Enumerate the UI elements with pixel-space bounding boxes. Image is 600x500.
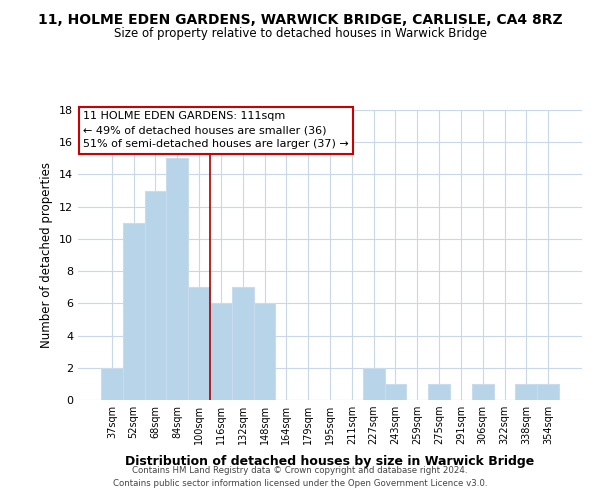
Bar [101, 368, 123, 400]
X-axis label: Distribution of detached houses by size in Warwick Bridge: Distribution of detached houses by size … [125, 456, 535, 468]
Y-axis label: Number of detached properties: Number of detached properties [40, 162, 53, 348]
Bar [428, 384, 450, 400]
Bar [123, 223, 145, 400]
Text: Contains HM Land Registry data © Crown copyright and database right 2024.
Contai: Contains HM Land Registry data © Crown c… [113, 466, 487, 487]
Bar [515, 384, 537, 400]
Text: 11 HOLME EDEN GARDENS: 111sqm
← 49% of detached houses are smaller (36)
51% of s: 11 HOLME EDEN GARDENS: 111sqm ← 49% of d… [83, 112, 349, 150]
Text: Size of property relative to detached houses in Warwick Bridge: Size of property relative to detached ho… [113, 28, 487, 40]
Bar [166, 158, 188, 400]
Text: 11, HOLME EDEN GARDENS, WARWICK BRIDGE, CARLISLE, CA4 8RZ: 11, HOLME EDEN GARDENS, WARWICK BRIDGE, … [38, 12, 562, 26]
Bar [145, 190, 166, 400]
Bar [232, 287, 254, 400]
Bar [537, 384, 559, 400]
Bar [472, 384, 494, 400]
Bar [254, 304, 275, 400]
Bar [363, 368, 385, 400]
Bar [385, 384, 406, 400]
Bar [188, 287, 210, 400]
Bar [210, 304, 232, 400]
